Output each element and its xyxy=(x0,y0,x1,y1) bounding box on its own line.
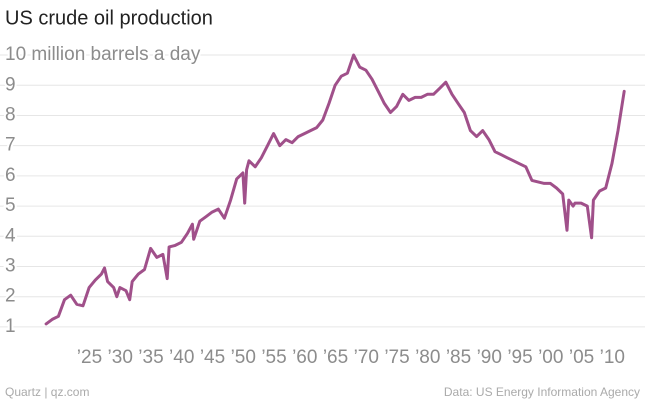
x-tick-label: ’25 xyxy=(77,347,102,368)
x-tick-label: ’45 xyxy=(200,347,225,368)
x-tick-label: ’60 xyxy=(292,347,317,368)
source: Data: US Energy Information Agency xyxy=(444,385,640,399)
y-tick-label: 6 xyxy=(5,165,16,186)
y-tick-label: 10 million barrels a day xyxy=(5,44,201,65)
x-tick-label: ’05 xyxy=(569,347,594,368)
x-tick-label: ’65 xyxy=(323,347,348,368)
x-tick-label: ’85 xyxy=(446,347,471,368)
credit: Quartz | qz.com xyxy=(5,385,89,399)
y-tick-label: 8 xyxy=(5,104,16,125)
x-tick-label: ’75 xyxy=(384,347,409,368)
x-tick-label: ’70 xyxy=(354,347,379,368)
x-tick-label: ’80 xyxy=(415,347,440,368)
y-tick-label: 3 xyxy=(5,256,16,277)
x-tick-label: ’95 xyxy=(507,347,532,368)
y-tick-label: 7 xyxy=(5,135,16,156)
x-tick-label: ’30 xyxy=(108,347,133,368)
x-tick-label: ’00 xyxy=(538,347,563,368)
line xyxy=(44,53,626,326)
x-tick-label: ’35 xyxy=(138,347,163,368)
y-tick-label: 2 xyxy=(5,286,16,307)
y-tick-label: 9 xyxy=(5,74,16,95)
x-tick-label: ’55 xyxy=(261,347,286,368)
y-tick-label: 4 xyxy=(5,225,16,246)
x-tick-label: ’40 xyxy=(169,347,194,368)
x-tick-label: ’10 xyxy=(600,347,625,368)
x-tick-label: ’90 xyxy=(477,347,502,368)
y-tick-label: 5 xyxy=(5,195,16,216)
chart-title: US crude oil production xyxy=(5,7,213,29)
y-tick-label: 1 xyxy=(5,316,16,337)
x-tick-label: ’50 xyxy=(231,347,256,368)
